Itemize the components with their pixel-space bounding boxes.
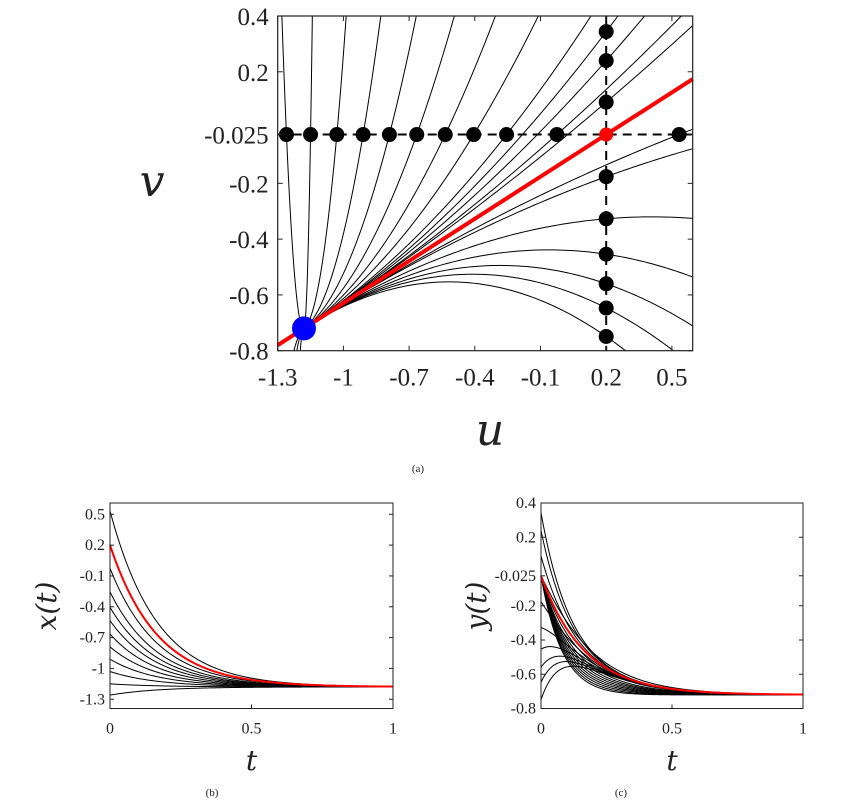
y-tick-label: -0.8: [511, 701, 536, 718]
y-tick-label: -0.2: [229, 171, 269, 198]
trajectory-line: [304, 216, 693, 329]
caption-a: (a): [412, 463, 425, 475]
initial-point: [303, 127, 319, 143]
series-line: [109, 568, 394, 688]
y-tick-label: -0.2: [511, 598, 536, 615]
highlighted-series-line: [109, 544, 394, 688]
initial-point: [598, 246, 614, 262]
initial-point: [499, 127, 515, 143]
x-tick-label: -0.1: [521, 365, 561, 392]
x-tick-label: -1: [333, 365, 354, 392]
y-tick-label: -0.025: [495, 568, 536, 585]
trajectory-line: [304, 15, 645, 329]
trajectory-line: [303, 15, 347, 329]
x-axis-label: t: [246, 744, 258, 777]
trajectory-line: [303, 15, 455, 329]
initial-point: [598, 276, 614, 292]
caption-c: (c): [615, 787, 628, 799]
x-axis-label: u: [476, 405, 504, 456]
series-line: [540, 601, 804, 696]
equilibrium-point: [291, 316, 316, 341]
x-tick-label: -0.4: [455, 365, 495, 392]
trajectory-line: [303, 15, 539, 329]
trajectory-line: [304, 25, 694, 329]
x-tick-label: 0: [106, 721, 114, 738]
x-tick-label: -0.7: [389, 365, 429, 392]
y-tick-label: 0.5: [85, 506, 105, 523]
trajectory-line: [303, 15, 417, 329]
time-series-panel-b: 0 0.5 1 0.5 0.2 -0.1 -0.4 -0.7 -1 -1.3 t x(t) (b): [30, 502, 397, 799]
initial-point: [409, 127, 425, 143]
initial-point: [598, 94, 614, 110]
y-tick-label: -0.1: [80, 568, 105, 585]
trajectory-line: [303, 15, 592, 329]
y-tick-label: -1: [92, 660, 105, 677]
trajectory-line: [304, 249, 693, 329]
initial-point: [598, 169, 614, 185]
y-tick-label: 0.2: [85, 537, 105, 554]
trajectory-line: [304, 264, 693, 329]
series-line: [540, 555, 803, 695]
initial-point: [437, 127, 453, 143]
x-tick-label: 1: [389, 721, 397, 738]
y-tick-label: 0.4: [237, 4, 269, 31]
x-tick-label: 1: [799, 721, 807, 738]
y-tick-label: 0.2: [237, 60, 268, 87]
trajectory-line: [281, 15, 305, 330]
initial-point: [598, 300, 614, 316]
trajectory-line: [303, 15, 682, 329]
initial-point: [329, 127, 345, 143]
y-tick-label: 0.4: [516, 495, 536, 512]
x-axis-label: t: [666, 744, 678, 777]
y-tick-label: -0.6: [229, 283, 269, 310]
y-tick-label: -1.3: [80, 691, 105, 708]
series-line: [109, 686, 393, 696]
plot-area: [109, 510, 394, 696]
trajectory-line: [304, 273, 674, 352]
trajectory-line: [303, 15, 313, 329]
highlight-point: [599, 127, 614, 142]
plot-area: [540, 512, 804, 700]
trajectory-line: [303, 15, 382, 329]
initial-point: [598, 24, 614, 40]
axes-frame: [540, 502, 804, 709]
trajectory-line: [303, 15, 496, 329]
initial-point: [598, 211, 614, 227]
initial-point: [598, 53, 614, 69]
initial-point: [671, 127, 687, 143]
x-tick-label: 0.5: [662, 721, 682, 738]
phase-portrait-panel: -1.3 -1 -0.7 -0.4 -0.1 0.2 0.5 -0.8 -0.6 -0.4 -0.2…: [140, 4, 694, 475]
y-tick-label: -0.025: [204, 123, 269, 150]
initial-point: [381, 127, 397, 143]
initial-point: [466, 127, 482, 143]
x-tick-label: 0.5: [656, 365, 687, 392]
initial-point: [549, 127, 565, 143]
x-tick-label: -1.3: [258, 365, 298, 392]
y-tick-label: -0.7: [80, 630, 105, 647]
initial-point: [355, 127, 371, 143]
x-tick-label: 0: [537, 721, 545, 738]
trajectory-line: [304, 281, 626, 352]
time-series-panel-c: 0 0.5 1 0.4 0.2 -0.025 -0.2 -0.4 -0.6 -0.8 t y(t) (c…: [460, 495, 807, 799]
y-axis-label: v: [140, 156, 165, 207]
x-tick-label: 0.2: [591, 365, 622, 392]
y-tick-label: -0.4: [80, 599, 105, 616]
highlighted-trajectory: [276, 77, 694, 347]
caption-b: (b): [206, 787, 219, 799]
series-line: [109, 607, 394, 688]
initial-point: [278, 127, 294, 143]
y-tick-label: -0.4: [511, 632, 536, 649]
y-axis-label: x(t): [30, 582, 63, 631]
highlighted-series-line: [540, 575, 803, 696]
x-tick-label: 0.5: [242, 721, 262, 738]
plot-area: [276, 15, 694, 352]
trajectory-line: [304, 15, 619, 329]
initial-point: [598, 328, 614, 344]
y-axis-label: y(t): [460, 582, 493, 633]
y-tick-label: 0.2: [516, 529, 536, 546]
y-tick-label: -0.6: [511, 666, 536, 683]
y-tick-label: -0.8: [229, 339, 269, 366]
y-tick-label: -0.4: [229, 227, 269, 254]
